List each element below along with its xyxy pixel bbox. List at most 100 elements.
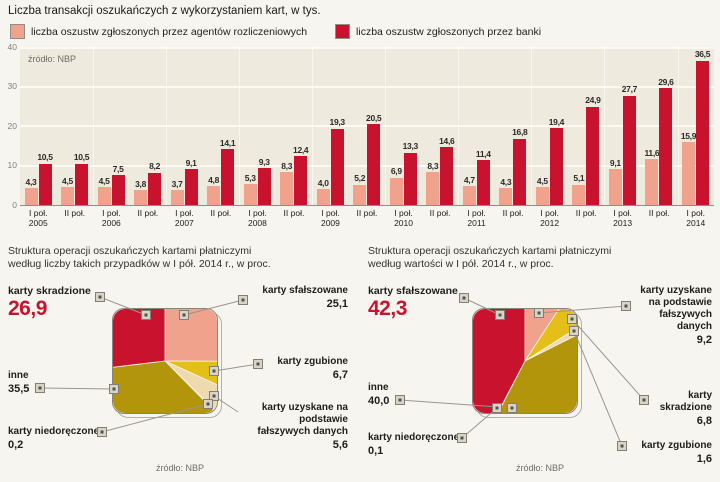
- bar-value-label: 8,3: [281, 160, 293, 171]
- bar-value-label: 10,5: [73, 152, 90, 162]
- bar-banks: [440, 147, 454, 205]
- bar-value-label: 36,5: [694, 49, 711, 60]
- legend-label-agents: liczba oszustw zgłoszonych przez agentów…: [31, 25, 308, 38]
- bar-agents: [499, 188, 513, 205]
- bar-value-label: 12,4: [293, 144, 309, 155]
- bar-value-label: 9,1: [609, 157, 621, 168]
- callout-niedoreczone: karty niedoręczone 0,1: [368, 432, 459, 457]
- callout-value: 0,1: [368, 445, 384, 457]
- bar-value-label: 4,5: [98, 175, 110, 186]
- bar-value-label: 19,3: [329, 117, 346, 128]
- x-axis-label: II poł.: [64, 208, 86, 218]
- bar-banks: [549, 128, 563, 205]
- bar-value-label: 10,5: [37, 152, 53, 162]
- bar-banks: [148, 172, 162, 205]
- connector-marker: [639, 395, 649, 405]
- callout-skradzione: karty skradzione 6,8: [650, 390, 712, 427]
- x-axis-label: II poł.: [502, 208, 524, 218]
- x-axis-label: II poł.: [648, 208, 670, 218]
- callout-label-skradzione: karty skradzione: [8, 285, 91, 297]
- pie-slice: [524, 316, 577, 362]
- bar-value-label: 4,8: [208, 174, 220, 185]
- x-axis-label: I poł. 2007: [174, 208, 194, 228]
- bar-banks: [38, 163, 52, 205]
- x-axis-label: II poł.: [283, 208, 305, 218]
- bar-value-label: 19,4: [548, 116, 565, 127]
- source-label: źródło: NBP: [155, 463, 205, 473]
- bar-banks: [111, 175, 125, 205]
- gridline-10: [20, 164, 714, 167]
- legend-item-agents: liczba oszustw zgłoszonych przez agentów…: [10, 24, 307, 39]
- gridline-30: [20, 85, 714, 88]
- bar-agents: [170, 190, 184, 205]
- pie-slice: [164, 360, 217, 396]
- y-axis-tick: 20: [7, 121, 17, 131]
- bar-banks: [476, 160, 490, 205]
- year-separator: [604, 47, 606, 205]
- x-axis-label: I poł. 2010: [394, 208, 413, 228]
- gridline-40: [20, 47, 714, 49]
- pie-chart-by-count: [112, 308, 218, 414]
- pie-title-line1: Struktura operacji oszukańczych kartami …: [368, 245, 612, 257]
- pie-title-line2: według liczby takich przypadków w I pół.…: [8, 258, 271, 270]
- bar-agents: [316, 189, 330, 205]
- bar-agents: [61, 187, 74, 205]
- pie-title-line2: według wartości w I pół. 2014 r., w proc…: [368, 258, 554, 270]
- callout-value-skradzione: 26,9: [8, 297, 47, 320]
- bar-agents: [462, 186, 476, 205]
- bar-agents: [426, 172, 440, 205]
- connector-marker: [238, 295, 248, 305]
- source-label: źródło: NBP: [515, 463, 565, 473]
- pie-section-by-value: Struktura operacji oszukańczych kartami …: [360, 242, 720, 482]
- callout-label: karty zgubione: [641, 440, 712, 451]
- bar-agents: [353, 184, 367, 205]
- bar-value-label: 15,9: [680, 130, 697, 141]
- callout-value: 9,2: [696, 334, 712, 346]
- bar-agents: [207, 186, 221, 205]
- connector-marker: [253, 359, 263, 369]
- year-separator: [93, 47, 95, 205]
- bar-agents: [243, 184, 257, 205]
- bar-agents: [682, 142, 695, 205]
- x-axis-label: I poł. 2008: [247, 208, 267, 228]
- x-axis-label: I poł. 2013: [613, 208, 633, 228]
- bar-value-label: 7,5: [112, 163, 124, 174]
- gridline-20: [20, 125, 714, 127]
- pie-section-by-count: Struktura operacji oszukańczych kartami …: [0, 242, 360, 482]
- pie-chart-by-value: [472, 308, 578, 414]
- callout-label: karty niedoręczone: [8, 426, 100, 437]
- x-axis-label: II poł.: [429, 208, 451, 218]
- x-axis-label: I poł. 2012: [540, 208, 560, 228]
- year-separator: [312, 47, 314, 205]
- page-title: Liczba transakcji oszukańczych z wykorzy…: [8, 5, 321, 17]
- pie-title: Struktura operacji oszukańczych kartami …: [8, 245, 271, 271]
- x-axis-label: II poł.: [137, 208, 159, 218]
- bar-agents: [134, 190, 148, 205]
- callout-label: karty niedoręczone: [368, 432, 460, 443]
- bar-value-label: 5,2: [354, 173, 366, 183]
- bar-value-label: 4,5: [536, 175, 548, 186]
- bar-value-label: 24,9: [585, 95, 601, 106]
- bar-value-label: 4,5: [62, 175, 73, 186]
- bar-value-label: 29,6: [658, 76, 674, 87]
- x-axis-label: I poł. 2009: [320, 208, 340, 228]
- bar-value-label: 16,8: [512, 127, 528, 138]
- bar-banks: [257, 168, 271, 205]
- bar-value-label: 11,4: [475, 148, 491, 159]
- bar-banks: [294, 156, 308, 205]
- year-separator: [239, 47, 241, 205]
- legend-item-banks: liczba oszustw zgłoszonych przez banki: [335, 24, 541, 39]
- callout-label: karty sfałszowane: [262, 285, 348, 296]
- bar-plot: źródło: NBP 4,3 10,5 4,5 10,5 4,5 7,5 3,8 8,2 3,…: [20, 47, 714, 206]
- bar-value-label: 8,2: [149, 161, 161, 172]
- callout-uzyskane: karty uzyskane na podstawie fałszywych d…: [248, 402, 348, 451]
- year-separator: [166, 47, 168, 205]
- legend: liczba oszustw zgłoszonych przez agentów…: [10, 24, 569, 39]
- bar-banks: [403, 152, 417, 205]
- bar-value-label: 6,9: [390, 166, 402, 177]
- bar-value-label: 11,6: [644, 147, 660, 158]
- bar-value-label: 8,3: [427, 160, 439, 171]
- pie-slice: [164, 360, 217, 413]
- x-axis-label: II poł.: [210, 208, 232, 218]
